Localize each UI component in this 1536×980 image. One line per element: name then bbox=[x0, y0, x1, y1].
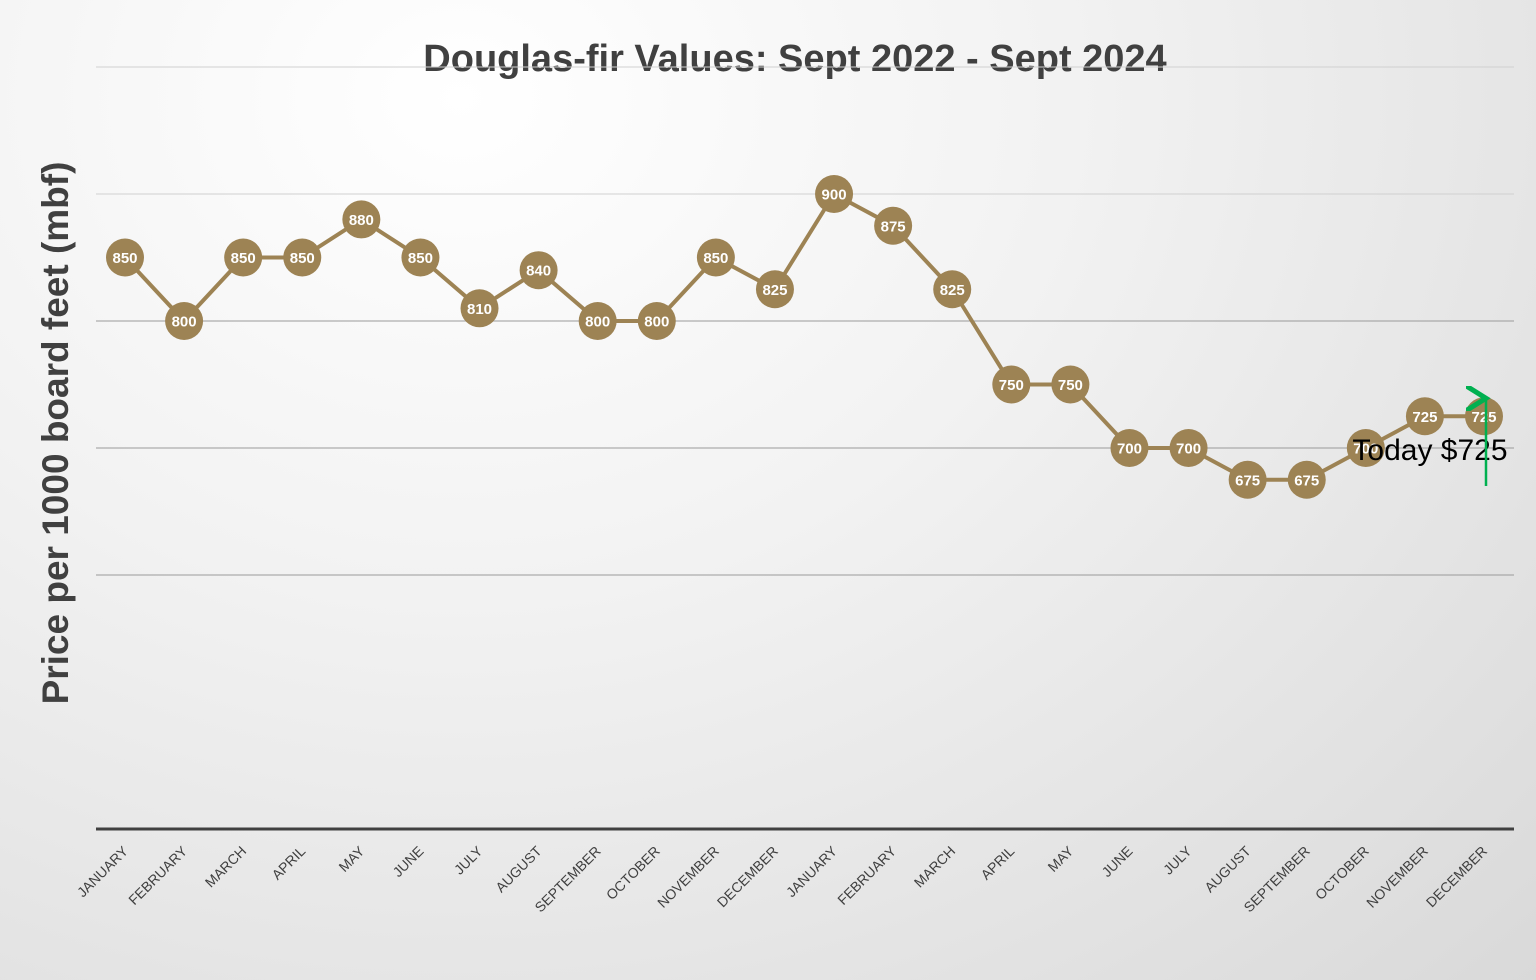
data-point bbox=[165, 302, 204, 340]
data-label: 825 bbox=[940, 282, 965, 299]
data-point bbox=[1346, 429, 1385, 467]
series-line bbox=[123, 192, 1484, 482]
data-point bbox=[1051, 365, 1090, 404]
x-tick-label: FEBRUARY bbox=[125, 842, 191, 908]
data-point bbox=[1405, 397, 1444, 436]
data-label: 850 bbox=[231, 250, 256, 267]
data-point bbox=[106, 238, 144, 277]
data-label: 850 bbox=[703, 250, 728, 267]
series-polyline bbox=[123, 192, 1484, 482]
x-tick-label: NOVEMBER bbox=[654, 843, 722, 911]
data-label: 850 bbox=[290, 250, 315, 267]
x-tick-label: APRIL bbox=[268, 843, 308, 883]
x-tick-label: MARCH bbox=[911, 843, 959, 891]
data-label: 725 bbox=[1471, 409, 1496, 426]
data-point bbox=[992, 365, 1031, 404]
data-point bbox=[1228, 460, 1267, 499]
x-tick-label: JANUARY bbox=[74, 842, 132, 900]
data-label: 700 bbox=[1353, 441, 1378, 458]
x-tick-label: FEBRUARY bbox=[834, 842, 900, 908]
data-label: 880 bbox=[349, 212, 374, 229]
data-label: 800 bbox=[172, 314, 197, 331]
data-point bbox=[933, 270, 972, 309]
x-tick-label: MAY bbox=[335, 842, 367, 874]
data-label: 750 bbox=[999, 377, 1024, 394]
data-point bbox=[401, 238, 440, 277]
x-tick-label: JULY bbox=[451, 842, 486, 877]
annotation-label: Today $725 bbox=[1352, 434, 1507, 467]
data-point bbox=[1287, 460, 1326, 499]
x-tick-label: OCTOBER bbox=[1312, 843, 1372, 903]
data-point bbox=[460, 289, 499, 328]
data-point bbox=[283, 238, 322, 277]
data-point bbox=[696, 238, 735, 277]
data-label: 850 bbox=[112, 250, 137, 267]
data-label: 840 bbox=[526, 263, 551, 280]
data-label: 675 bbox=[1294, 472, 1319, 489]
data-label: 800 bbox=[644, 314, 669, 331]
x-tick-label: JUNE bbox=[1098, 843, 1135, 880]
data-point bbox=[637, 302, 676, 340]
data-point bbox=[342, 200, 381, 239]
data-label: 675 bbox=[1235, 472, 1260, 489]
data-label: 810 bbox=[467, 301, 492, 318]
data-label: 825 bbox=[762, 282, 787, 299]
data-label: 750 bbox=[1058, 377, 1083, 394]
x-tick-label: APRIL bbox=[977, 843, 1017, 883]
x-tick-label: JANUARY bbox=[783, 842, 841, 900]
x-tick-label: NOVEMBER bbox=[1363, 843, 1431, 911]
data-point bbox=[1110, 429, 1149, 467]
gridlines bbox=[96, 66, 1514, 576]
data-point bbox=[519, 251, 558, 290]
data-label: 900 bbox=[822, 187, 847, 204]
x-tick-label: JULY bbox=[1160, 842, 1195, 877]
y-axis-title: Price per 1000 board feet (mbf) bbox=[35, 162, 76, 705]
data-label: 725 bbox=[1412, 409, 1437, 426]
data-label: 700 bbox=[1176, 441, 1201, 458]
x-tick-label: MARCH bbox=[202, 843, 250, 891]
x-tick-label: DECEMBER bbox=[1423, 843, 1490, 910]
data-point bbox=[755, 270, 794, 309]
data-point bbox=[578, 302, 617, 340]
x-tick-label: OCTOBER bbox=[603, 843, 663, 903]
x-tick-label: AUGUST bbox=[1201, 842, 1254, 895]
x-tick-label: DECEMBER bbox=[714, 843, 781, 910]
data-label: 800 bbox=[585, 314, 610, 331]
x-tick-label: AUGUST bbox=[492, 842, 545, 895]
data-point bbox=[815, 175, 854, 213]
data-label: 875 bbox=[881, 218, 906, 235]
data-label: 700 bbox=[1117, 441, 1142, 458]
x-tick-label: JUNE bbox=[389, 843, 426, 880]
x-tick-label: MAY bbox=[1044, 842, 1076, 874]
chart-title: Douglas-fir Values: Sept 2022 - Sept 202… bbox=[423, 38, 1166, 80]
data-point bbox=[1169, 429, 1208, 467]
data-point bbox=[874, 206, 913, 245]
annotation: Today $725 bbox=[1352, 398, 1508, 486]
data-point bbox=[224, 238, 263, 277]
data-label: 850 bbox=[408, 250, 433, 267]
data-markers: 850 800 850 850 880 850 810 840 800 800 850 825 900 8… bbox=[106, 175, 1503, 499]
